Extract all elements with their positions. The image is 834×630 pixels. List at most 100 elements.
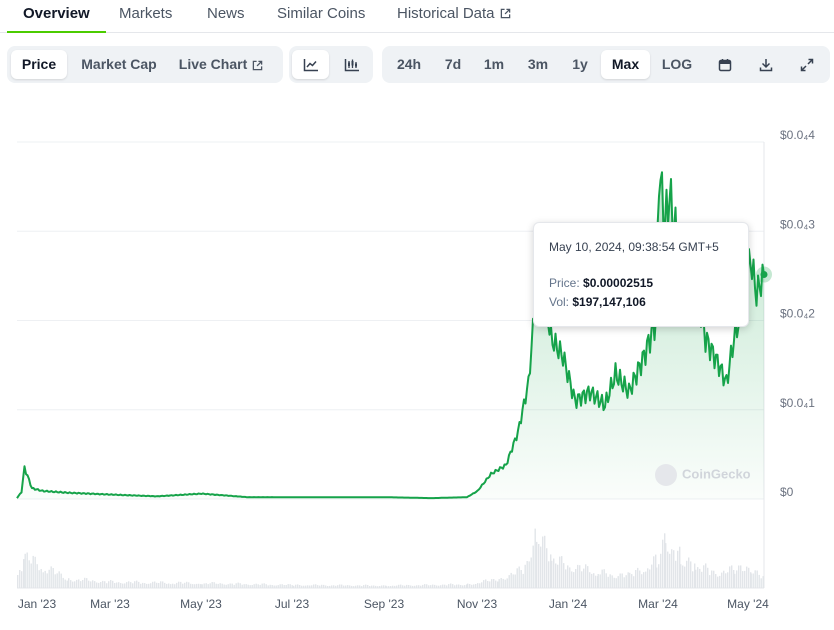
volume-bar xyxy=(182,583,184,588)
volume-bar xyxy=(162,581,164,588)
volume-bar xyxy=(760,578,762,588)
volume-bar xyxy=(66,580,68,588)
volume-bar xyxy=(715,574,717,588)
watermark-text: CoinGecko xyxy=(682,466,751,482)
volume-bar xyxy=(190,583,192,588)
volume-bar xyxy=(78,579,80,588)
tooltip-date: May 10, 2024, 09:38:54 GMT+5 xyxy=(549,240,719,254)
live-chart-button[interactable]: Live Chart xyxy=(171,50,271,79)
download-icon xyxy=(759,59,773,72)
volume-bar xyxy=(239,583,241,588)
volume-bar xyxy=(645,571,647,588)
volume-bar xyxy=(388,586,390,588)
volume-bar xyxy=(551,560,553,588)
volume-bar xyxy=(279,584,281,588)
volume-bar xyxy=(684,566,686,588)
volume-bar xyxy=(579,565,581,588)
volume-bar xyxy=(363,585,365,588)
tab-markets[interactable]: Markets xyxy=(119,0,172,32)
range-max-button[interactable]: Max xyxy=(601,50,650,79)
volume-bar xyxy=(460,585,462,588)
volume-bar xyxy=(76,579,78,588)
tab-news[interactable]: News xyxy=(207,0,245,32)
volume-bar xyxy=(180,581,182,588)
volume-bar xyxy=(485,579,487,588)
volume-bar xyxy=(603,569,605,588)
volume-bar xyxy=(538,544,540,588)
volume-bar xyxy=(526,561,528,588)
range-1y-button[interactable]: 1y xyxy=(565,50,595,79)
volume-bar xyxy=(128,581,130,588)
candlestick-view-button[interactable] xyxy=(333,50,370,79)
volume-bar xyxy=(132,583,134,588)
tab-overview[interactable]: Overview xyxy=(7,0,106,33)
volume-bar xyxy=(658,564,660,588)
volume-bar xyxy=(158,583,160,588)
range-7d-button[interactable]: 7d xyxy=(437,50,469,79)
volume-bar xyxy=(377,586,379,588)
volume-bar xyxy=(126,582,128,588)
volume-bar xyxy=(502,578,504,588)
volume-bar xyxy=(711,570,713,588)
volume-bar xyxy=(454,585,456,588)
log-scale-button[interactable]: LOG xyxy=(656,50,698,79)
volume-bar xyxy=(383,585,385,588)
tab-historical-data[interactable]: Historical Data xyxy=(397,0,511,32)
volume-bar xyxy=(699,568,701,588)
volume-bar xyxy=(534,528,536,588)
volume-bar xyxy=(695,569,697,588)
date-range-button[interactable] xyxy=(710,50,740,79)
volume-bar xyxy=(671,549,673,588)
volume-bar xyxy=(140,583,142,588)
volume-bar xyxy=(575,569,577,588)
volume-bar xyxy=(587,566,589,588)
volume-bar xyxy=(448,584,450,588)
volume-bar xyxy=(675,560,677,588)
volume-bar xyxy=(573,572,575,588)
fullscreen-button[interactable] xyxy=(792,50,822,79)
tab-similar-coins[interactable]: Similar Coins xyxy=(277,0,365,32)
volume-bar xyxy=(311,585,313,588)
volume-bar xyxy=(355,585,357,588)
volume-bar xyxy=(373,585,375,588)
market-cap-button[interactable]: Market Cap xyxy=(73,50,165,79)
volume-bar xyxy=(734,573,736,588)
volume-bar xyxy=(303,585,305,588)
volume-bar xyxy=(385,585,387,588)
volume-bar xyxy=(686,560,688,588)
volume-bar xyxy=(713,570,715,588)
volume-bar xyxy=(235,583,237,588)
volume-bar xyxy=(597,574,599,588)
volume-bar xyxy=(233,584,235,588)
volume-bar xyxy=(601,569,603,588)
volume-bar xyxy=(217,583,219,588)
volume-bar xyxy=(34,556,36,588)
button-label: 1m xyxy=(483,56,505,72)
download-button[interactable] xyxy=(751,50,781,79)
volume-bar xyxy=(249,585,251,588)
volume-bar xyxy=(379,586,381,588)
volume-bar xyxy=(277,585,279,588)
volume-bar xyxy=(428,585,430,588)
range-24h-button[interactable]: 24h xyxy=(391,50,427,79)
price-button[interactable]: Price xyxy=(11,50,67,79)
volume-bar xyxy=(392,585,394,588)
tooltip-price-label: Price: xyxy=(549,276,580,290)
tab-bar: Overview Markets News Similar Coins Hist… xyxy=(0,0,834,33)
volume-bar xyxy=(664,533,666,588)
volume-bar xyxy=(546,548,548,588)
hover-point[interactable] xyxy=(760,271,768,279)
volume-bar xyxy=(625,575,627,588)
volume-bar xyxy=(38,570,40,588)
volume-bar xyxy=(329,585,331,588)
volume-bar xyxy=(692,571,694,588)
x-tick-label: Mar '24 xyxy=(638,597,678,611)
volume-bar xyxy=(54,574,56,588)
volume-bar xyxy=(297,584,299,588)
volume-bar xyxy=(166,583,168,588)
range-1m-button[interactable]: 1m xyxy=(478,50,510,79)
range-3m-button[interactable]: 3m xyxy=(521,50,555,79)
volume-bar xyxy=(42,572,44,588)
volume-bar xyxy=(223,584,225,588)
line-view-button[interactable] xyxy=(292,50,329,79)
